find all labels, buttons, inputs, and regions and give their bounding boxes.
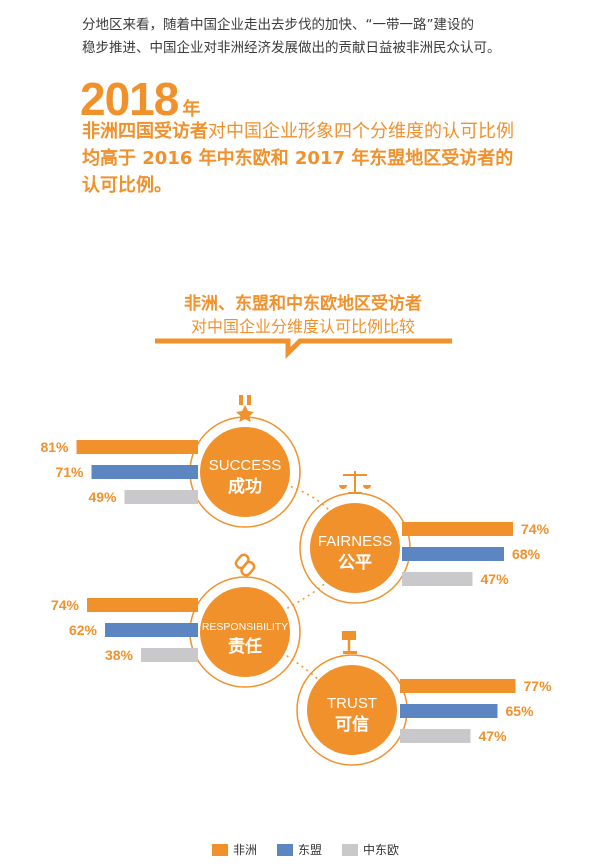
section-title-line-1: 非洲、东盟和中东欧地区受访者: [184, 294, 422, 314]
legend-swatch-asean: [277, 843, 294, 856]
bar-value-label-success-cee: 49%: [88, 489, 117, 505]
bar-trust-asean: [400, 704, 498, 718]
bar-value-label-fairness-asean: 68%: [512, 546, 541, 562]
dimension-label-zh-fairness: 公平: [338, 553, 372, 573]
intro-line-2: 稳步推进、中国企业对非洲经济发展做出的贡献日益被非洲民众认可。: [82, 40, 501, 56]
headline-part-1: 非洲四国受访者: [82, 121, 208, 142]
dimension-circle-responsibility: [200, 587, 290, 677]
dimension-label-en-success: SUCCESS: [209, 457, 282, 474]
section-title-line-2: 对中国企业分维度认可比例比较: [190, 317, 415, 336]
bar-responsibility-africa: [87, 598, 198, 612]
dimension-group-trust: TRUST 可信 77% 65% 47%: [296, 631, 553, 766]
gavel-icon: [342, 631, 357, 654]
dimension-circle-trust: [307, 665, 397, 755]
dimension-group-responsibility: RESPONSIBILITY 责任 74% 62% 38%: [51, 553, 301, 688]
medal-ribbon-right: [247, 395, 251, 405]
year-heading: 2018 年: [80, 72, 200, 126]
bar-value-label-trust-asean: 65%: [506, 703, 535, 719]
bar-trust-africa: [400, 679, 516, 693]
bar-responsibility-cee: [141, 648, 198, 662]
headline-part-2: 对中国企业形象四个分维度的认可比例: [208, 121, 514, 142]
dimension-group-success: SUCCESS 成功 81% 71%49%: [40, 395, 301, 528]
bar-success-asean: [91, 465, 198, 479]
bar-value-label-trust-cee: 47%: [479, 728, 508, 744]
intro-text: 分地区来看，随着中国企业走出去步伐的加快、“一带一路”建设的 稳步推进、中国企业…: [82, 14, 552, 60]
legend-item-cee: 中东欧: [342, 841, 399, 858]
section-title-banner: [155, 338, 452, 360]
legend-label-cee: 中东欧: [363, 843, 400, 857]
bar-value-label-responsibility-asean: 62%: [69, 622, 98, 638]
legend-label-africa: 非洲: [233, 843, 258, 857]
headline-part-3: 均高于 2016 年中东欧和 2017 年东盟地区受访者的认可比例。: [82, 148, 514, 196]
gavel-base: [343, 651, 357, 654]
medal-ribbon-left: [239, 395, 243, 405]
bar-success-africa: [76, 440, 198, 454]
bar-fairness-asean: [402, 547, 504, 561]
legend-label-asean: 东盟: [298, 843, 323, 857]
bar-fairness-africa: [402, 522, 513, 536]
chain-link-b: [240, 560, 256, 577]
legend-item-asean: 东盟: [277, 841, 322, 858]
dimension-circle-success: [200, 427, 290, 517]
dimension-label-zh-responsibility: 责任: [228, 636, 262, 657]
medal-star: [236, 405, 254, 422]
bar-value-label-success-africa: 81%: [40, 439, 69, 455]
legend-swatch-cee: [342, 843, 359, 856]
bar-value-label-responsibility-cee: 38%: [105, 647, 134, 663]
bar-value-label-trust-africa: 77%: [524, 678, 553, 694]
bar-value-label-fairness-cee: 47%: [481, 571, 510, 587]
medal-icon: [236, 395, 254, 422]
bar-value-label-fairness-africa: 74%: [521, 521, 550, 537]
legend: 非洲 东盟 中东欧: [212, 841, 419, 858]
bar-value-label-success-asean: 71%: [55, 464, 84, 480]
dimension-label-zh-success: 成功: [228, 476, 262, 497]
bar-value-label-responsibility-africa: 74%: [51, 597, 80, 613]
bar-success-cee: [124, 490, 198, 504]
legend-swatch-africa: [212, 843, 228, 856]
bar-responsibility-asean: [105, 623, 198, 637]
dimension-label-en-trust: TRUST: [327, 695, 377, 712]
chain-link-icon: [234, 553, 256, 577]
legend-item-africa: 非洲: [212, 841, 257, 858]
dimension-group-fairness: FAIRNESS 公平 74% 68%47%: [299, 471, 550, 604]
gavel-head: [342, 631, 356, 640]
headline: 非洲四国受访者对中国企业形象四个分维度的认可比例均高于 2016 年中东欧和 2…: [82, 118, 522, 199]
scales-pans: [339, 485, 371, 489]
intro-line-1: 分地区来看，随着中国企业走出去步伐的加快、“一带一路”建设的: [82, 17, 474, 33]
bar-fairness-cee: [402, 572, 473, 586]
dimension-label-en-fairness: FAIRNESS: [318, 533, 392, 550]
dimension-circle-fairness: [310, 503, 400, 593]
year-number: 2018: [80, 73, 179, 125]
dimension-label-zh-trust: 可信: [335, 714, 369, 735]
scales-icon: [339, 471, 371, 494]
dimension-label-en-responsibility: RESPONSIBILITY: [202, 621, 288, 633]
bar-trust-cee: [400, 729, 471, 743]
year-unit: 年: [182, 99, 201, 120]
